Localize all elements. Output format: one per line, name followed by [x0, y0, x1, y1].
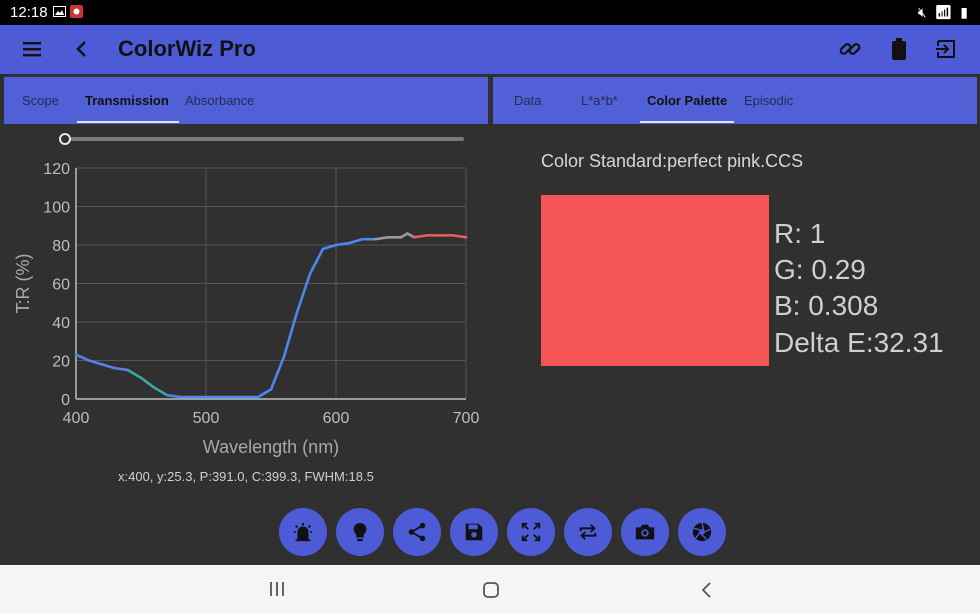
y-tick-label: 100	[43, 200, 70, 217]
status-bar: 12:18 🔇︎ 📶︎ ▮	[0, 0, 980, 25]
system-navigation-bar	[0, 565, 980, 613]
tab-data[interactable]: Data	[514, 93, 542, 108]
system-back-icon[interactable]	[700, 581, 714, 599]
red-value: R: 1	[774, 218, 826, 249]
y-tick-label: 120	[43, 161, 70, 178]
fullscreen-button[interactable]	[507, 508, 555, 556]
app-notification-icon	[70, 5, 83, 18]
save-icon	[465, 523, 483, 541]
bulb-icon	[353, 522, 367, 542]
tab-transmission[interactable]: Transmission	[85, 93, 169, 108]
share-icon	[408, 522, 426, 542]
gallery-notification-icon	[53, 5, 66, 18]
aperture-icon	[692, 522, 712, 542]
aperture-button[interactable]	[678, 508, 726, 556]
active-tab-indicator	[77, 121, 179, 123]
left-tab-bar: Scope Transmission Absorbance	[4, 77, 488, 124]
home-icon[interactable]	[482, 581, 500, 599]
spectrum-line-segment	[451, 234, 468, 239]
tab-lab[interactable]: L*a*b*	[581, 93, 618, 108]
cursor-readout: x:400, y:25.3, P:391.0, C:399.3, FWHM:18…	[118, 469, 374, 484]
y-tick-label: 80	[52, 238, 70, 255]
camera-icon	[635, 524, 655, 540]
wifi-icon: 📶︎	[934, 4, 955, 20]
status-icons: 🔇︎ 📶︎ ▮	[918, 4, 970, 21]
battery-icon[interactable]	[887, 37, 911, 61]
spectrum-line-segment	[139, 376, 156, 389]
y-axis-label: T:R (%)	[13, 254, 33, 314]
x-axis-label: Wavelength (nm)	[203, 437, 339, 457]
tab-episodic[interactable]: Episodic	[744, 93, 794, 108]
exit-icon[interactable]	[935, 37, 959, 61]
spectrum-line-segment	[295, 272, 312, 314]
x-tick-label: 400	[63, 410, 90, 427]
range-slider-thumb[interactable]	[59, 133, 71, 145]
menu-icon[interactable]	[21, 37, 45, 61]
tab-color-palette[interactable]: Color Palette	[647, 93, 728, 108]
share-button[interactable]	[393, 508, 441, 556]
spectrum-line-segment	[373, 236, 390, 241]
back-arrow-icon[interactable]	[70, 37, 94, 61]
app-bar: ColorWiz Pro	[0, 25, 980, 74]
y-tick-label: 40	[52, 315, 70, 332]
spectrum-line-segment	[269, 355, 286, 391]
mute-icon: 🔇︎	[917, 4, 929, 20]
spectrum-line-segment	[165, 393, 182, 399]
range-slider-track[interactable]	[70, 137, 464, 141]
tab-absorbance[interactable]: Absorbance	[185, 93, 255, 108]
light-source-button[interactable]	[279, 508, 327, 556]
right-tab-bar: Data L*a*b* Color Palette Episodic	[493, 77, 977, 124]
active-tab-indicator	[640, 121, 734, 123]
y-tick-label: 60	[52, 277, 70, 294]
transmission-chart[interactable]: 0 20 40 60 80 100 120 400 500 600 700 Wavelength (n…	[0, 150, 490, 465]
y-tick-label: 0	[61, 392, 70, 409]
spectrum-line-segment	[87, 359, 104, 366]
save-button[interactable]	[450, 508, 498, 556]
camera-button[interactable]	[621, 508, 669, 556]
recent-apps-icon[interactable]	[268, 581, 286, 597]
spectrum-line-segment	[412, 234, 429, 239]
spectrum-line-segment	[74, 353, 91, 362]
status-time: 12:18	[10, 4, 48, 21]
delta-e-value: Delta E:32.31	[774, 327, 944, 358]
spectrum-line-segment	[347, 237, 364, 245]
blue-value: B: 0.308	[774, 290, 879, 321]
spectrum-line-segment	[308, 247, 325, 276]
spectrum-line-segment	[152, 386, 169, 397]
color-swatch	[541, 195, 769, 366]
repeat-button[interactable]	[564, 508, 612, 556]
repeat-icon	[579, 524, 597, 540]
spectrum-line-segment	[256, 388, 273, 399]
light-icon	[293, 522, 313, 542]
y-tick-label: 20	[52, 354, 70, 371]
lamp-button[interactable]	[336, 508, 384, 556]
spectrum-line-segment	[113, 366, 130, 372]
spectrum-line-segment	[100, 363, 117, 370]
spectrum-line-segment	[126, 368, 143, 380]
x-tick-label: 500	[193, 410, 220, 427]
green-value: G: 0.29	[774, 254, 866, 285]
app-title: ColorWiz Pro	[118, 36, 256, 61]
spectrum-line-segment	[321, 243, 338, 251]
spectrum-line-segment	[282, 311, 299, 358]
spectrum-line-segment	[334, 241, 351, 247]
link-icon[interactable]	[838, 37, 862, 61]
battery-status-icon: ▮	[960, 4, 970, 20]
expand-icon	[521, 522, 541, 542]
x-tick-label: 600	[323, 410, 350, 427]
tab-scope[interactable]: Scope	[22, 93, 59, 108]
color-standard-label: Color Standard:perfect pink.CCS	[541, 151, 804, 171]
x-tick-label: 700	[453, 410, 480, 427]
